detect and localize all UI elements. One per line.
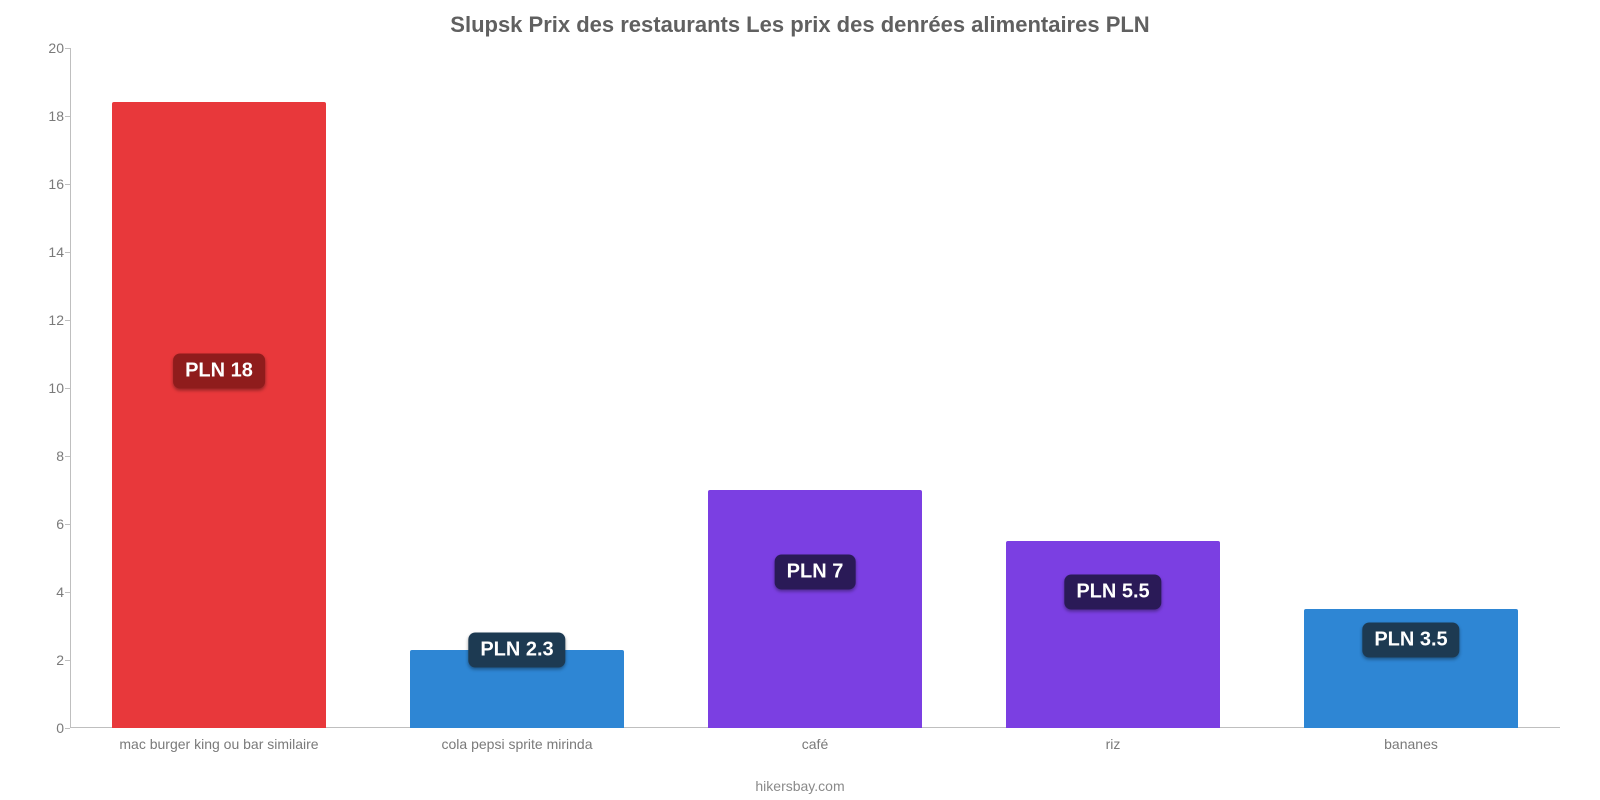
bars-layer: PLN 18 PLN 2.3 PLN 7 PLN 5.5 PLN 3.5 xyxy=(70,48,1560,728)
y-tick-label: 2 xyxy=(30,652,64,668)
y-tick-mark xyxy=(65,388,70,389)
y-tick-label: 20 xyxy=(30,40,64,56)
y-tick-label: 14 xyxy=(30,244,64,260)
y-tick-mark xyxy=(65,456,70,457)
x-category-label: cola pepsi sprite mirinda xyxy=(442,736,593,752)
price-bar-chart: Slupsk Prix des restaurants Les prix des… xyxy=(0,0,1600,800)
bar-value-badge: PLN 18 xyxy=(173,354,265,389)
y-tick-label: 6 xyxy=(30,516,64,532)
bar xyxy=(1006,541,1221,728)
y-tick-mark xyxy=(65,728,70,729)
y-tick-label: 16 xyxy=(30,176,64,192)
y-tick-mark xyxy=(65,184,70,185)
y-tick-label: 10 xyxy=(30,380,64,396)
y-tick-mark xyxy=(65,592,70,593)
chart-title: Slupsk Prix des restaurants Les prix des… xyxy=(30,12,1570,38)
bar xyxy=(708,490,923,728)
bar-value-badge: PLN 2.3 xyxy=(468,632,565,667)
x-category-label: mac burger king ou bar similaire xyxy=(119,736,318,752)
bar-value-badge: PLN 5.5 xyxy=(1064,575,1161,610)
bar-value-badge: PLN 7 xyxy=(775,554,856,589)
bar xyxy=(112,102,327,728)
bar-value-badge: PLN 3.5 xyxy=(1362,622,1459,657)
y-tick-label: 4 xyxy=(30,584,64,600)
y-tick-mark xyxy=(65,252,70,253)
plot-area: PLN 18PLN 2.3PLN 7PLN 5.5PLN 3.5 0246810… xyxy=(70,48,1560,728)
y-tick-label: 8 xyxy=(30,448,64,464)
y-tick-mark xyxy=(65,320,70,321)
y-tick-mark xyxy=(65,660,70,661)
attribution-text: hikersbay.com xyxy=(0,778,1600,794)
y-tick-mark xyxy=(65,116,70,117)
y-tick-mark xyxy=(65,48,70,49)
x-category-label: riz xyxy=(1106,736,1121,752)
y-tick-label: 0 xyxy=(30,720,64,736)
x-category-label: bananes xyxy=(1384,736,1438,752)
x-category-label: café xyxy=(802,736,828,752)
y-tick-label: 18 xyxy=(30,108,64,124)
y-tick-label: 12 xyxy=(30,312,64,328)
y-tick-mark xyxy=(65,524,70,525)
